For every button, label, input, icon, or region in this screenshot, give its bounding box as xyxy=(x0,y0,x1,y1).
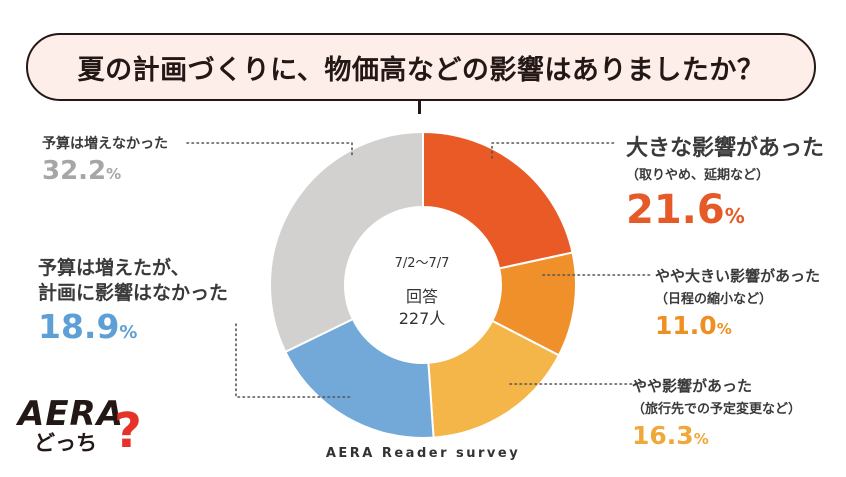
data-label-value: 32.2 xyxy=(42,156,107,186)
label-budget-not-up: 予算は増えなかった 32.2% xyxy=(42,133,168,186)
data-label: 11.0% xyxy=(655,311,820,340)
data-label-unit: % xyxy=(693,430,709,448)
survey-period: 7/2〜7/7 xyxy=(394,256,450,271)
slice-label: やや大きい影響があった xyxy=(655,267,821,285)
title-bubble: 夏の計画づくりに、物価高などの影響はありましたか？ xyxy=(26,33,816,101)
data-label: 18.9% xyxy=(38,307,228,346)
data-label: 21.6% xyxy=(626,187,824,233)
label-some-impact: やや影響があった （旅行先での予定変更など） 16.3% xyxy=(632,375,801,450)
data-label: 16.3% xyxy=(632,421,801,450)
slice-label: 予算は増えたが、 xyxy=(38,257,190,279)
data-label-unit: % xyxy=(724,204,745,228)
data-label-unit: % xyxy=(716,320,732,338)
leader-line-large-impact xyxy=(491,142,615,159)
slice-label: 大きな影響があった xyxy=(626,136,825,161)
question-mark-icon: ? xyxy=(114,403,142,459)
respondents-label: 回答 xyxy=(405,287,438,306)
data-label-unit: % xyxy=(106,165,122,183)
logo-brand: AERA xyxy=(18,394,125,434)
leader-line-budget-up-no-impact xyxy=(235,323,353,398)
slice-label-line2: 計画に影響はなかった xyxy=(38,282,229,304)
data-label-value: 11.0 xyxy=(655,311,717,340)
data-label: 32.2% xyxy=(42,156,168,186)
title-bubble-tail xyxy=(418,100,421,114)
data-label-value: 21.6 xyxy=(626,187,725,233)
logo-sub: どっち xyxy=(34,431,97,455)
aera-docchi-logo: AERA どっち ? xyxy=(18,394,142,455)
pie-slice-budget-not-up xyxy=(269,130,424,354)
slice-sublabel: （旅行先での予定変更など） xyxy=(632,402,802,417)
chart-title: 夏の計画づくりに、物価高などの影響はありましたか？ xyxy=(77,54,765,86)
label-large-impact: 大きな影響があった （取りやめ、延期など） 21.6% xyxy=(626,130,824,233)
pie-slice-large-impact xyxy=(422,130,574,270)
slice-sublabel: （日程の縮小など） xyxy=(655,292,773,307)
pie-slice-some-impact xyxy=(427,319,561,439)
leader-line-budget-not-up xyxy=(186,142,353,159)
data-label-value: 18.9 xyxy=(38,307,120,346)
pie-slice-budget-up-no-impact xyxy=(284,317,435,439)
data-label-value: 16.3 xyxy=(632,421,694,450)
slice-label: やや影響があった xyxy=(632,377,753,395)
label-budget-up-no-impact: 予算は増えたが、 計画に影響はなかった 18.9% xyxy=(38,256,228,346)
footer-source: AERA Reader survey xyxy=(325,446,521,461)
data-label-unit: % xyxy=(119,322,138,343)
respondents-count: 227人 xyxy=(398,309,446,328)
slice-sublabel: （取りやめ、延期など） xyxy=(626,168,770,183)
label-somewhat-large-impact: やや大きい影響があった （日程の縮小など） 11.0% xyxy=(655,265,820,340)
slice-label: 予算は増えなかった xyxy=(42,136,168,152)
